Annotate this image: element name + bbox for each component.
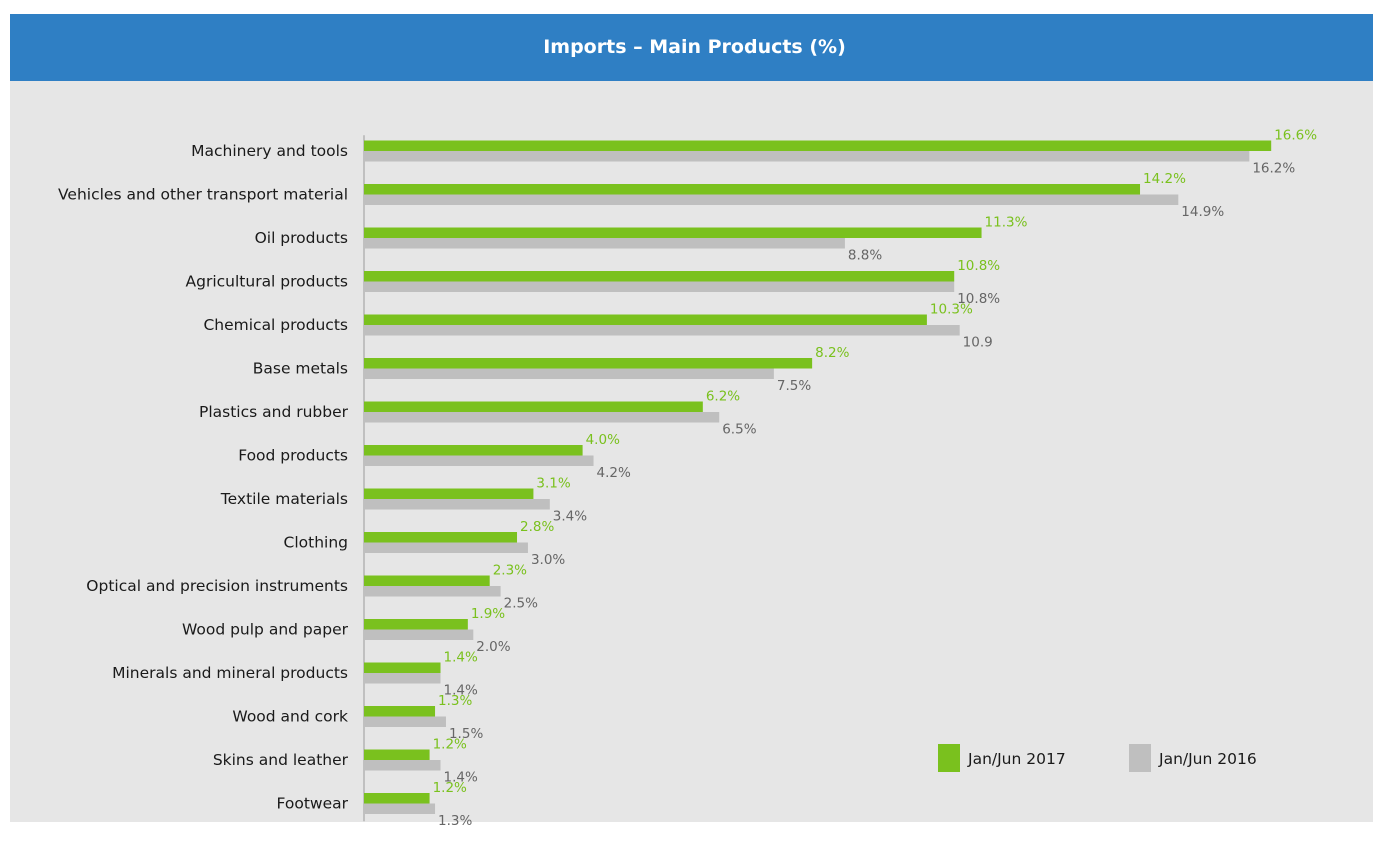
value-label-2016: 7.5% — [777, 378, 811, 394]
value-label-2017: 6.2% — [706, 389, 740, 405]
chart-title: Imports – Main Products (%) — [543, 36, 846, 58]
bar-2016 — [364, 760, 441, 771]
category-label: Oil products — [255, 229, 348, 247]
value-label-2017: 14.2% — [1143, 171, 1186, 187]
value-label-2016: 1.5% — [449, 726, 483, 742]
bar-2016 — [364, 803, 436, 814]
value-label-2016: 10.9 — [963, 335, 993, 351]
bar-2017 — [364, 445, 583, 456]
value-label-2017: 11.3% — [985, 215, 1028, 231]
value-label-2017: 1.4% — [444, 650, 478, 666]
value-label-2017: 8.2% — [815, 345, 849, 361]
bar-2017 — [364, 314, 927, 325]
value-label-2017: 4.0% — [586, 432, 620, 448]
category-label: Minerals and mineral products — [112, 664, 348, 682]
value-label-2017: 1.2% — [433, 780, 467, 796]
value-label-2016: 1.4% — [444, 683, 478, 699]
bars — [364, 140, 1272, 814]
value-label-2017: 2.8% — [520, 519, 554, 535]
category-label: Food products — [238, 447, 348, 465]
value-labels: 16.6%16.2%14.2%14.9%11.3%8.8%10.8%10.8%1… — [433, 128, 1318, 830]
value-label-2016: 1.4% — [444, 770, 478, 786]
value-label-2016: 16.2% — [1252, 161, 1295, 177]
bar-2017 — [364, 227, 982, 238]
value-label-2017: 1.2% — [433, 737, 467, 753]
bar-2017 — [364, 706, 436, 717]
bar-2016 — [364, 238, 845, 249]
legend-swatch — [1129, 744, 1151, 772]
value-label-2016: 1.3% — [438, 813, 472, 829]
value-label-2017: 10.8% — [957, 258, 1000, 274]
bar-2017 — [364, 532, 518, 543]
legend-swatch — [938, 744, 960, 772]
bar-2016 — [364, 368, 774, 379]
legend: Jan/Jun 2017 Jan/Jun 2016 — [938, 744, 1257, 772]
value-label-2017: 1.3% — [438, 693, 472, 709]
bar-2016 — [364, 716, 446, 727]
category-label: Machinery and tools — [191, 142, 348, 160]
category-label: Footwear — [277, 795, 349, 813]
category-label: Clothing — [284, 534, 348, 552]
value-label-2016: 8.8% — [848, 248, 882, 264]
bar-2017 — [364, 140, 1272, 151]
value-label-2016: 2.5% — [504, 596, 538, 612]
value-label-2016: 4.2% — [597, 465, 631, 481]
value-label-2016: 6.5% — [722, 422, 756, 438]
bar-2016 — [364, 151, 1250, 162]
bar-2017 — [364, 358, 813, 369]
category-labels: Machinery and tools Vehicles and other tr… — [58, 142, 349, 813]
legend-label: Jan/Jun 2016 — [1158, 750, 1257, 768]
value-label-2016: 14.9% — [1181, 204, 1224, 220]
bar-2017 — [364, 271, 955, 282]
category-label: Vehicles and other transport material — [58, 186, 348, 204]
bar-2017 — [364, 401, 703, 412]
bar-2016 — [364, 499, 550, 510]
category-label: Wood pulp and paper — [182, 621, 349, 639]
value-label-2016: 3.4% — [553, 509, 587, 525]
bar-2016 — [364, 194, 1179, 205]
value-label-2016: 2.0% — [476, 639, 510, 655]
legend-label: Jan/Jun 2017 — [967, 750, 1066, 768]
bar-2016 — [364, 629, 474, 640]
category-label: Base metals — [253, 360, 348, 378]
category-label: Wood and cork — [232, 708, 348, 726]
value-label-2017: 1.9% — [471, 606, 505, 622]
bar-2016 — [364, 281, 955, 292]
category-label: Agricultural products — [186, 273, 348, 291]
bar-2016 — [364, 673, 441, 684]
category-label: Plastics and rubber — [199, 403, 349, 421]
chart-header — [10, 14, 1373, 81]
value-label-2017: 3.1% — [536, 476, 570, 492]
bar-2017 — [364, 575, 490, 586]
category-label: Chemical products — [203, 316, 348, 334]
bar-2017 — [364, 488, 534, 499]
bar-2017 — [364, 184, 1141, 195]
category-label: Textile materials — [220, 490, 348, 508]
bar-2017 — [364, 793, 430, 804]
category-label: Skins and leather — [213, 751, 349, 769]
bar-2017 — [364, 662, 441, 673]
bar-2016 — [364, 542, 528, 553]
bar-2016 — [364, 325, 960, 336]
bar-2016 — [364, 586, 501, 597]
category-label: Optical and precision instruments — [86, 577, 348, 595]
value-label-2017: 10.3% — [930, 302, 973, 318]
value-label-2017: 2.3% — [493, 563, 527, 579]
bar-2016 — [364, 455, 594, 466]
bar-2016 — [364, 412, 720, 423]
value-label-2017: 16.6% — [1274, 128, 1317, 144]
value-label-2016: 3.0% — [531, 552, 565, 568]
bar-2017 — [364, 749, 430, 760]
value-label-2016: 10.8% — [957, 291, 1000, 307]
bar-2017 — [364, 619, 468, 630]
